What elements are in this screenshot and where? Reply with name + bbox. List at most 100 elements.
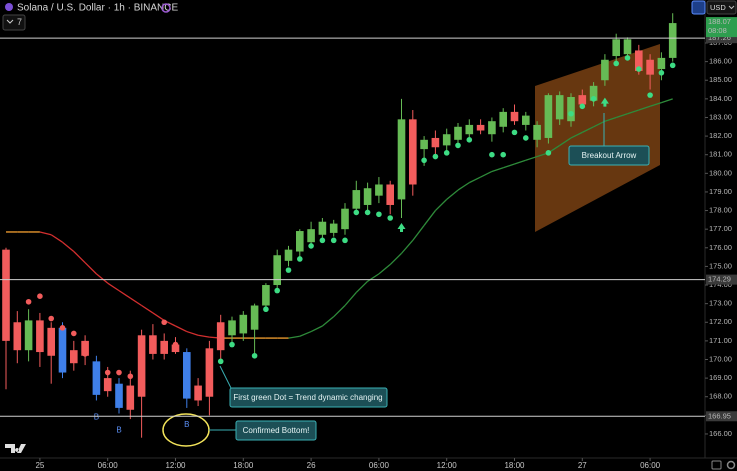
candle-body [58, 327, 67, 373]
candle-body [420, 139, 428, 150]
signal-dot [127, 373, 134, 380]
trend-line [469, 176, 481, 184]
y-tick-label: 183.00 [709, 112, 732, 121]
trend-line [310, 325, 323, 333]
candle-body [216, 322, 225, 351]
trend-line [118, 290, 131, 299]
y-tick-label: 168.00 [709, 392, 732, 401]
y-tick-label: 180.00 [709, 168, 732, 177]
candle-body [171, 344, 180, 353]
trend-line [50, 234, 63, 243]
y-tick-label: 184.00 [709, 94, 732, 103]
signal-label: B [184, 420, 189, 429]
indicator-toggle[interactable] [2, 14, 26, 31]
trend-line [593, 120, 606, 128]
trend-line [423, 210, 436, 226]
candle-body [194, 385, 202, 401]
trend-line [559, 137, 572, 146]
candle-body [205, 348, 214, 397]
chevron [6, 19, 14, 24]
candle-body [544, 95, 553, 138]
settings-button[interactable] [691, 0, 706, 15]
candle-body [307, 229, 315, 243]
signal-dot [229, 341, 235, 348]
candle-body [657, 57, 666, 70]
signal-dot [330, 237, 337, 244]
candle-body [160, 340, 168, 354]
currency-select[interactable] [706, 0, 737, 15]
candle-body [522, 115, 530, 125]
x-tick-label: 12:00 [437, 461, 458, 470]
trend-line [152, 312, 165, 321]
signal-dot [523, 135, 529, 141]
signal-label: B [94, 413, 99, 422]
trend-line [389, 252, 402, 266]
trend-line [514, 159, 527, 165]
y-tick-label: 173.00 [709, 299, 732, 308]
price-label: 174.29 [708, 275, 731, 284]
y-tick-label: 171.00 [709, 336, 732, 345]
signal-dot [25, 298, 32, 305]
trend-line [638, 105, 651, 111]
signal-dot [443, 150, 450, 156]
candle-body [386, 184, 394, 205]
callout-box [568, 145, 650, 166]
callout-box [235, 420, 317, 441]
candle-body [363, 188, 372, 205]
signal-dot [342, 237, 348, 244]
trend-line [197, 334, 210, 338]
candle-body [578, 95, 587, 105]
signal-dot [37, 293, 43, 299]
highlight-ring [162, 413, 210, 447]
trend-line [480, 170, 493, 178]
signal-dot [387, 215, 394, 221]
candle-body [341, 208, 349, 230]
trend-line [39, 231, 52, 236]
y-tick-label: 178.00 [709, 206, 732, 215]
candle-body [228, 320, 236, 336]
signal-dot [59, 325, 66, 331]
signal-dot [669, 62, 676, 69]
callout-text: Confirmed Bottom! [243, 426, 310, 435]
y-tick-label: 175.00 [709, 261, 732, 270]
x-tick-label: 27 [578, 461, 587, 470]
trend-line [84, 262, 97, 275]
trend-line [434, 198, 448, 212]
trend-line [321, 316, 335, 327]
gear-button[interactable] [726, 460, 736, 470]
signal-dot [172, 341, 179, 348]
signal-dot [353, 209, 360, 216]
candle-body [601, 59, 609, 81]
trend-line [73, 251, 86, 264]
trend-line [446, 189, 459, 200]
candle-body [442, 134, 451, 146]
shaded-zone [535, 44, 660, 232]
signal-dot [161, 319, 167, 326]
signal-dot [48, 315, 54, 322]
y-tick-label: 179.00 [709, 187, 732, 196]
candle-body [262, 285, 270, 306]
candle-body [126, 385, 135, 410]
signal-dot [364, 209, 371, 216]
candle-body [397, 119, 406, 200]
signal-dot [647, 92, 653, 98]
signal-dot [455, 142, 461, 149]
candle-body [36, 320, 44, 353]
price-label-box [706, 274, 737, 285]
trend-line [367, 273, 380, 282]
x-tick-label: 18:00 [504, 461, 525, 470]
candle-body [2, 249, 10, 341]
callout-pointer [219, 365, 233, 391]
trend-line [502, 163, 515, 169]
y-tick-label: 186.00 [709, 57, 732, 66]
candle-body [318, 221, 327, 235]
signal-dot [500, 151, 507, 158]
logo[interactable] [5, 444, 26, 453]
candle-body [115, 383, 123, 408]
candle-body [409, 119, 417, 185]
layout-button[interactable] [711, 460, 722, 470]
signal-dot [251, 352, 258, 359]
candle-body [488, 121, 496, 135]
share-icon[interactable] [161, 3, 171, 13]
